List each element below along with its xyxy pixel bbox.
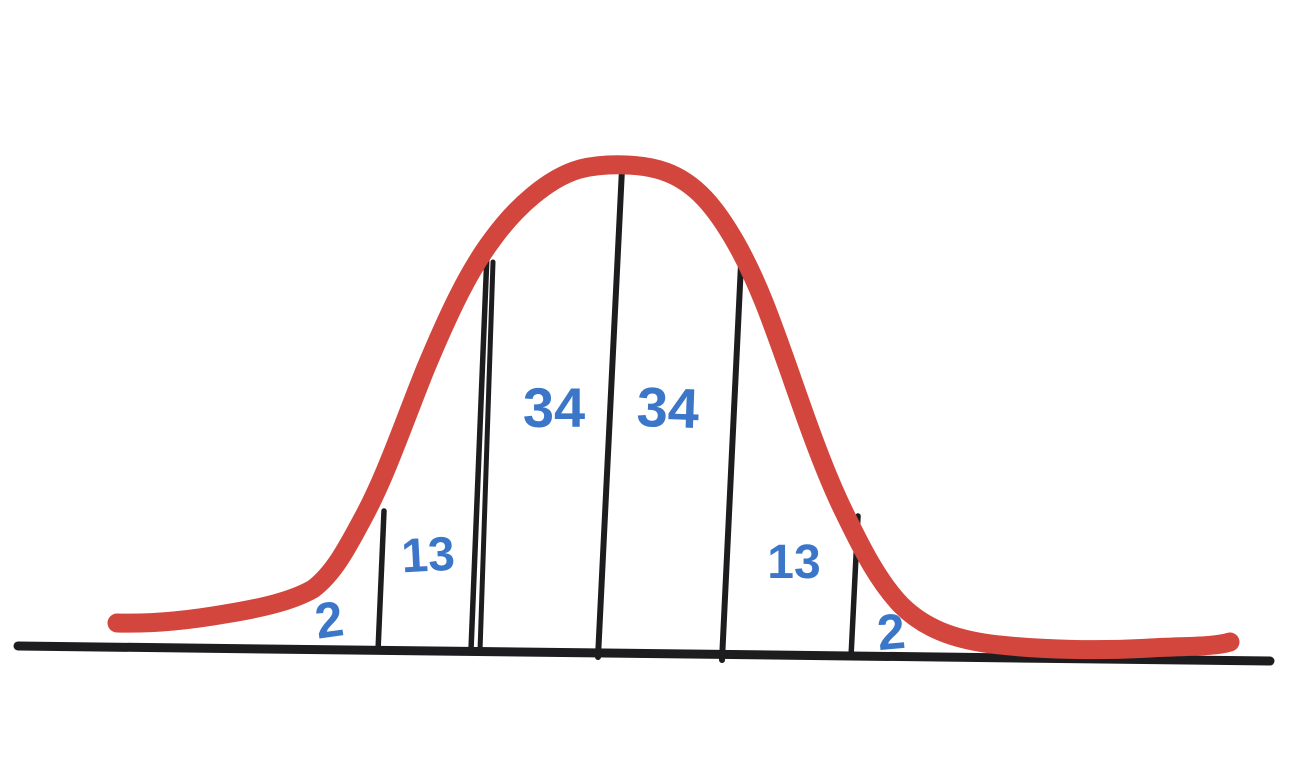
- region-label-right-tail: 2: [875, 603, 908, 661]
- divider-line-minus-2sd: [375, 508, 387, 654]
- region-label-right-13: 13: [767, 536, 820, 589]
- region-label-left-tail: 2: [311, 590, 346, 649]
- divider-line-minus-1sd-stroke1: [468, 251, 490, 653]
- bell-curve: [107, 155, 1240, 660]
- divider-line-plus-1sd: [719, 240, 745, 663]
- divider-line-minus-1sd-stroke2: [477, 259, 496, 654]
- region-label-right-34: 34: [636, 375, 700, 440]
- region-label-left-34: 34: [523, 376, 585, 439]
- region-label-left-13: 13: [400, 528, 456, 584]
- divider-line-mean: [595, 166, 625, 660]
